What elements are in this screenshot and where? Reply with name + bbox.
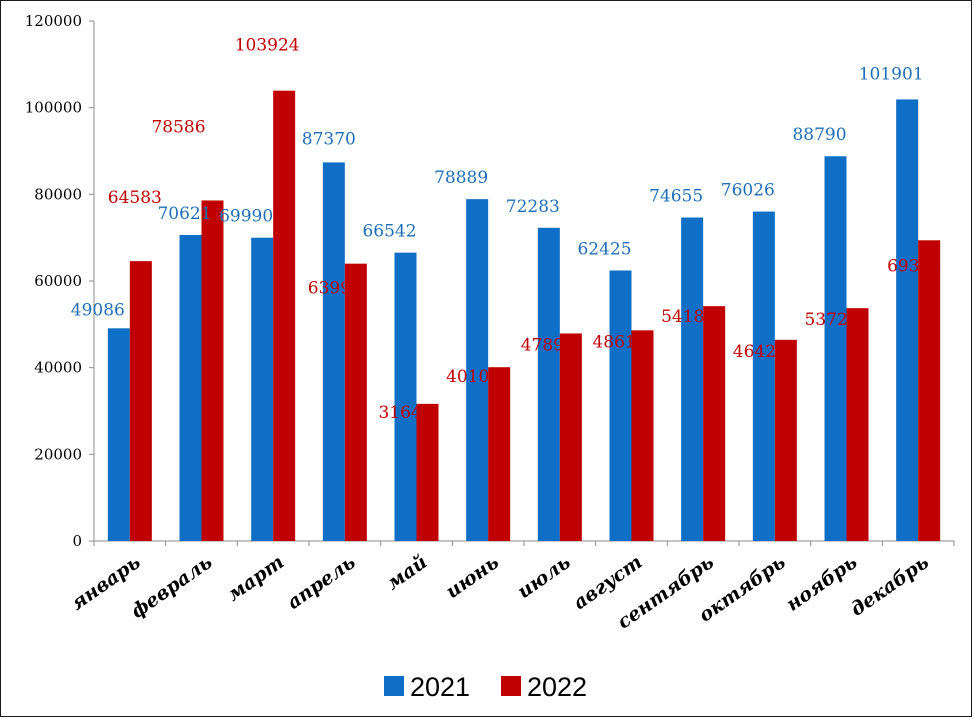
y-tick-label: 60000 (34, 272, 82, 290)
y-axis-ticks: 0 20000 40000 60000 80000 100000 120000 (25, 12, 94, 550)
legend-swatch-2022 (501, 676, 521, 696)
bar-2022-март (273, 90, 296, 542)
bar-2022-декабрь (918, 240, 941, 541)
data-label-2021-октябрь: 76026 (721, 181, 775, 201)
x-tick-label: июнь (442, 551, 503, 603)
bar-2022-июнь (488, 367, 511, 541)
data-label-2022-декабрь: 69394 (887, 256, 941, 276)
data-label-2022-сентябрь: 54189 (661, 307, 715, 327)
y-tick-label: 0 (72, 532, 82, 550)
x-tick-label: февраль (127, 551, 216, 623)
data-label-2022-июль: 47892 (521, 335, 575, 355)
data-label-2021-июль: 72283 (506, 197, 560, 217)
data-label-2022-октябрь: 46426 (733, 342, 787, 362)
bar-2022-август (631, 330, 654, 541)
bar-2022-январь (129, 261, 152, 541)
y-tick-label: 120000 (25, 12, 82, 30)
bar-2021-октябрь (752, 211, 775, 541)
bar-2021-май (394, 252, 417, 541)
data-label-2022-февраль: 78586 (151, 117, 205, 137)
data-label-2021-апрель: 87370 (302, 129, 356, 149)
data-label-2022-март: 103924 (235, 36, 300, 56)
data-label-2022-июнь: 40106 (446, 367, 500, 387)
bar-2022-сентябрь (703, 306, 726, 541)
data-label-2022-ноябрь: 53725 (804, 310, 858, 330)
y-tick-label: 40000 (34, 359, 82, 377)
x-tick-label: май (383, 551, 432, 594)
x-tick-label: апрель (283, 551, 359, 614)
y-tick-label: 80000 (34, 185, 82, 203)
legend-swatch-2021 (384, 676, 404, 696)
legend: 2021 2022 (384, 672, 587, 702)
bar-2021-январь (107, 328, 130, 541)
x-tick-label: июль (514, 551, 575, 603)
bar-2021-декабрь (896, 99, 919, 541)
data-label-2021-декабрь: 101901 (859, 64, 924, 84)
bar-2021-август (609, 270, 632, 541)
data-label-2021-май: 66542 (362, 222, 416, 242)
data-label-2021-март: 69990 (219, 207, 273, 227)
data-label-2022-январь: 64583 (108, 188, 162, 208)
data-label-2022-апрель: 63999 (308, 279, 362, 299)
bar-2021-февраль (179, 234, 202, 542)
bar-2021-апрель (322, 162, 345, 541)
data-label-2021-сентябрь: 74655 (649, 186, 703, 206)
data-label-2021-февраль: 70621 (157, 204, 211, 224)
legend-label-2021: 2021 (410, 672, 470, 702)
bar-2022-октябрь (774, 339, 797, 541)
data-label-2021-январь: 49086 (71, 300, 125, 320)
bar-2022-ноябрь (846, 308, 869, 541)
data-label-2022-май: 31649 (378, 403, 432, 423)
y-tick-label: 20000 (34, 445, 82, 463)
bar-2021-июнь (466, 199, 489, 542)
bar-2021-март (251, 237, 274, 541)
bar-2022-май (416, 403, 439, 541)
data-label-2021-август: 62425 (577, 239, 631, 259)
bar-2022-апрель (344, 263, 367, 541)
bar-2021-июль (537, 227, 560, 541)
legend-label-2022: 2022 (527, 672, 587, 702)
bar-2021-сентябрь (681, 217, 704, 541)
data-label-2021-июнь: 78889 (434, 168, 488, 188)
data-label-2021-ноябрь: 88790 (792, 125, 846, 145)
bar-2021-ноябрь (824, 156, 847, 541)
data-label-2022-август: 48614 (592, 332, 646, 352)
y-tick-label: 100000 (25, 99, 82, 117)
bar-2022-февраль (201, 200, 224, 541)
x-tick-label: март (223, 551, 288, 606)
bar-2022-июль (559, 333, 582, 541)
x-tick-label: декабрь (847, 551, 933, 621)
bars (107, 90, 941, 542)
